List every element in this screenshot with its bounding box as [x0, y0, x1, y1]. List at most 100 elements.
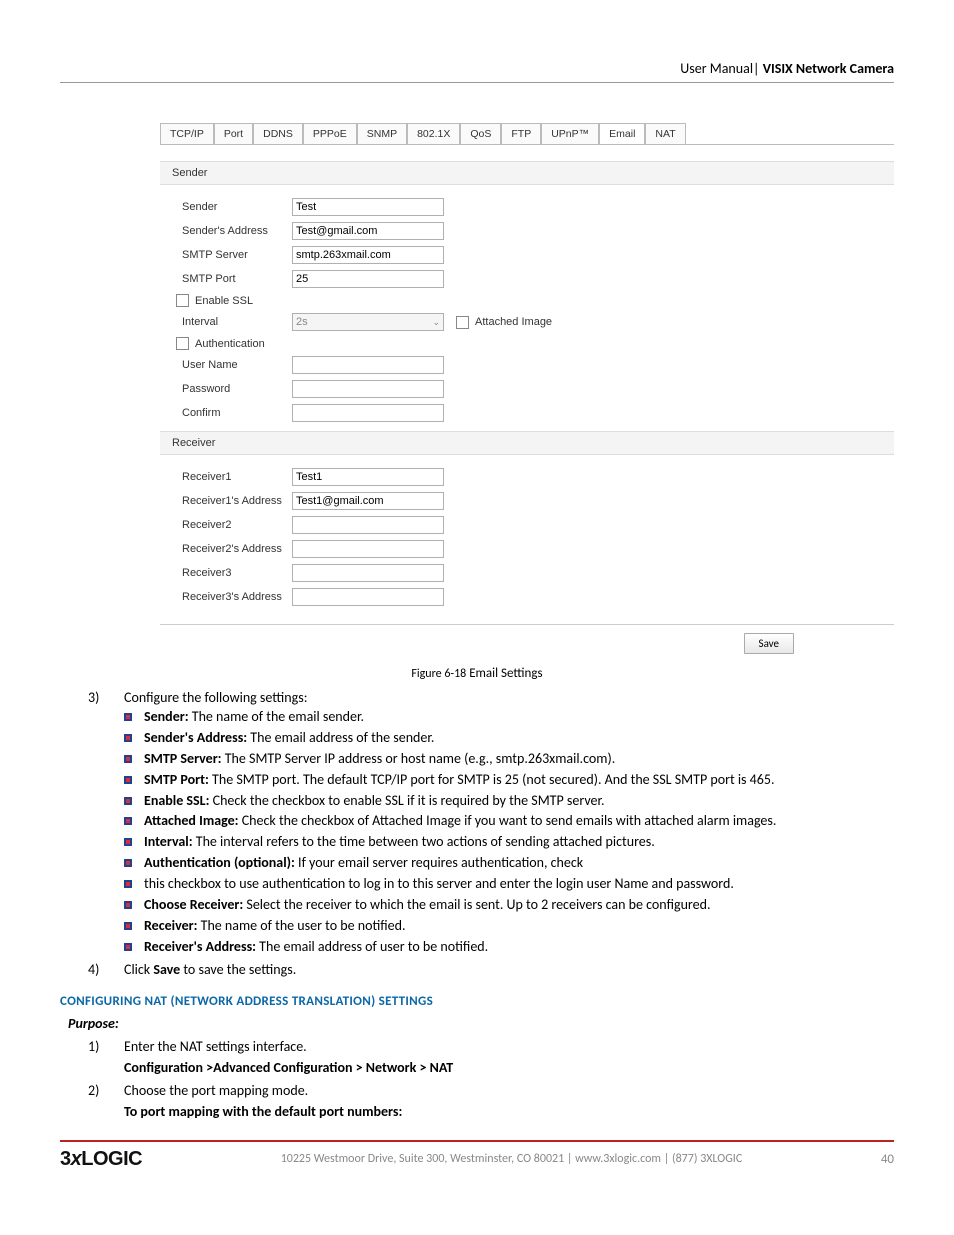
square-bullet-icon — [124, 776, 132, 784]
interval-select[interactable]: 2s ⌄ — [292, 313, 444, 331]
nat-step-1-path: Configuration >Advanced Configuration > … — [124, 1059, 894, 1076]
tab-tcp-ip[interactable]: TCP/IP — [160, 123, 214, 144]
save-button[interactable]: Save — [744, 633, 794, 654]
footer-address: 10225 Westmoor Drive, Suite 300, Westmin… — [281, 1152, 743, 1166]
confirm-label: Confirm — [182, 407, 292, 419]
receiver-section-title: Receiver — [160, 431, 894, 455]
settings-bullets: Sender: The name of the email sender. Sen… — [124, 708, 894, 957]
receiver1-address-input[interactable] — [292, 492, 444, 510]
authentication-label: Authentication — [195, 338, 265, 350]
receiver2-input[interactable] — [292, 516, 444, 534]
smtp-port-label: SMTP Port — [182, 273, 292, 285]
tab-pppoe[interactable]: PPPoE — [303, 123, 357, 144]
bullet-item: Attached Image: Check the checkbox of At… — [124, 812, 894, 831]
bullet-text: this checkbox to use authentication to l… — [144, 875, 894, 894]
tab-qos[interactable]: QoS — [460, 123, 501, 144]
attached-image-label: Attached Image — [475, 316, 552, 328]
bullet-text: SMTP Port: The SMTP port. The default TC… — [144, 771, 894, 790]
confirm-input[interactable] — [292, 404, 444, 422]
square-bullet-icon — [124, 734, 132, 742]
username-input[interactable] — [292, 356, 444, 374]
figure-caption: Figure 6-18 Email Settings — [60, 666, 894, 681]
receiver3-address-input[interactable] — [292, 588, 444, 606]
square-bullet-icon — [124, 922, 132, 930]
tab-port[interactable]: Port — [214, 123, 253, 144]
square-bullet-icon — [124, 797, 132, 805]
nat-step-2-num: 2) — [88, 1082, 124, 1099]
bullet-text: Interval: The interval refers to the tim… — [144, 833, 894, 852]
tab-802-1x[interactable]: 802.1X — [407, 123, 460, 144]
interval-label: Interval — [182, 316, 292, 328]
step-3: 3) Configure the following settings: — [88, 689, 894, 706]
bullet-text: SMTP Server: The SMTP Server IP address … — [144, 750, 894, 769]
bullet-item: Authentication (optional): If your email… — [124, 854, 894, 873]
logo: 3xLOGIC — [60, 1148, 142, 1171]
tab-nat[interactable]: NAT — [645, 123, 685, 144]
tab-upnp-[interactable]: UPnP™ — [541, 123, 599, 144]
sender-address-label: Sender's Address — [182, 225, 292, 237]
nat-step-2-text: Choose the port mapping mode. — [124, 1082, 894, 1099]
sender-address-input[interactable] — [292, 222, 444, 240]
bullet-item: Choose Receiver: Select the receiver to … — [124, 896, 894, 915]
step-3-num: 3) — [88, 689, 124, 706]
receiver3-label: Receiver3 — [182, 567, 292, 579]
step-4-num: 4) — [88, 961, 124, 978]
nat-step-1: 1) Enter the NAT settings interface. — [88, 1038, 894, 1055]
footer: 3xLOGIC 10225 Westmoor Drive, Suite 300,… — [60, 1148, 894, 1171]
bullet-item: Sender: The name of the email sender. — [124, 708, 894, 727]
smtp-server-input[interactable] — [292, 246, 444, 264]
nat-heading: CONFIGURING NAT (NETWORK ADDRESS TRANSLA… — [60, 994, 894, 1009]
smtp-port-input[interactable] — [292, 270, 444, 288]
enable-ssl-checkbox[interactable] — [176, 294, 189, 307]
receiver1-label: Receiver1 — [182, 471, 292, 483]
bullet-item: Receiver's Address: The email address of… — [124, 938, 894, 957]
receiver2-address-label: Receiver2's Address — [182, 543, 292, 555]
square-bullet-icon — [124, 943, 132, 951]
bullet-text: Receiver's Address: The email address of… — [144, 938, 894, 957]
password-input[interactable] — [292, 380, 444, 398]
attached-image-checkbox[interactable] — [456, 316, 469, 329]
bullet-item: SMTP Port: The SMTP port. The default TC… — [124, 771, 894, 790]
square-bullet-icon — [124, 817, 132, 825]
nat-step-2-bold: To port mapping with the default port nu… — [124, 1103, 894, 1120]
bullet-item: Enable SSL: Check the checkbox to enable… — [124, 792, 894, 811]
bullet-text: Authentication (optional): If your email… — [144, 854, 894, 873]
step-4-text: Click Save to save the settings. — [124, 961, 894, 978]
tab-snmp[interactable]: SNMP — [357, 123, 407, 144]
tab-ftp[interactable]: FTP — [501, 123, 541, 144]
smtp-server-label: SMTP Server — [182, 249, 292, 261]
receiver2-label: Receiver2 — [182, 519, 292, 531]
tab-ddns[interactable]: DDNS — [253, 123, 303, 144]
username-label: User Name — [182, 359, 292, 371]
nat-step-1-text: Enter the NAT settings interface. — [124, 1038, 894, 1055]
tabs: TCP/IPPortDDNSPPPoESNMP802.1XQoSFTPUPnP™… — [160, 123, 894, 144]
bullet-text: Attached Image: Check the checkbox of At… — [144, 812, 894, 831]
tab-email[interactable]: Email — [599, 123, 645, 144]
figure-title: Email Settings — [466, 666, 542, 681]
chevron-down-icon: ⌄ — [432, 317, 440, 328]
bullet-item: Sender's Address: The email address of t… — [124, 729, 894, 748]
square-bullet-icon — [124, 859, 132, 867]
nat-step-1-num: 1) — [88, 1038, 124, 1055]
header-left: User Manual| — [680, 60, 759, 77]
page-number: 40 — [881, 1152, 894, 1167]
password-label: Password — [182, 383, 292, 395]
sender-label: Sender — [182, 201, 292, 213]
receiver3-address-label: Receiver3's Address — [182, 591, 292, 603]
receiver1-input[interactable] — [292, 468, 444, 486]
figure-number: Figure 6-18 — [411, 667, 466, 681]
sender-section-title: Sender — [160, 161, 894, 185]
square-bullet-icon — [124, 713, 132, 721]
sender-input[interactable] — [292, 198, 444, 216]
receiver3-input[interactable] — [292, 564, 444, 582]
bullet-text: Sender: The name of the email sender. — [144, 708, 894, 727]
square-bullet-icon — [124, 901, 132, 909]
page-header: User Manual| VISIX Network Camera — [60, 60, 894, 83]
purpose-label: Purpose: — [68, 1015, 894, 1032]
bullet-text: Receiver: The name of the user to be not… — [144, 917, 894, 936]
square-bullet-icon — [124, 838, 132, 846]
receiver2-address-input[interactable] — [292, 540, 444, 558]
bullet-item: Interval: The interval refers to the tim… — [124, 833, 894, 852]
authentication-checkbox[interactable] — [176, 337, 189, 350]
nat-step-2: 2) Choose the port mapping mode. — [88, 1082, 894, 1099]
